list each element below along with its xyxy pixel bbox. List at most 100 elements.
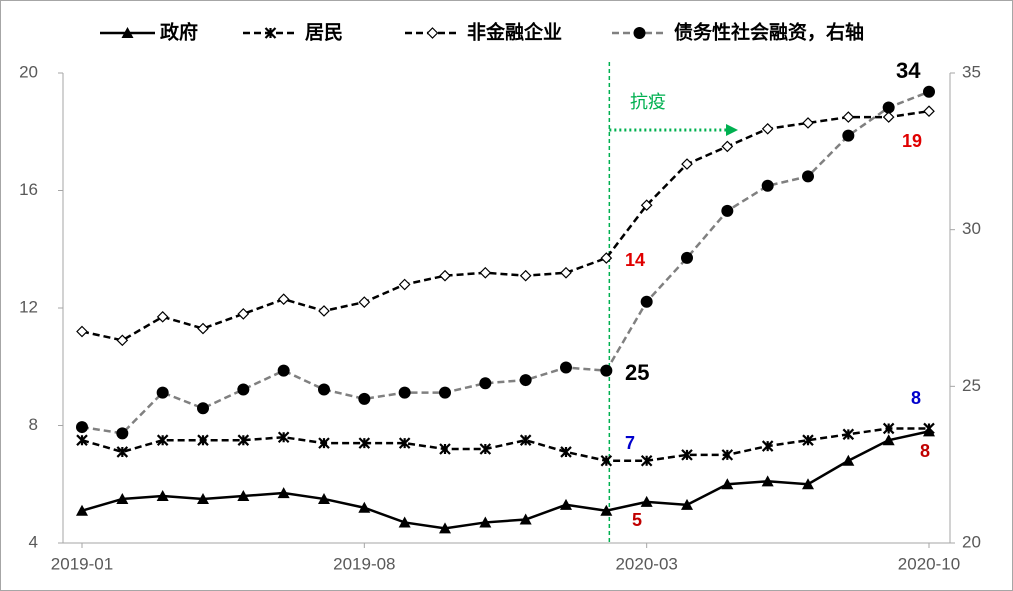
point: [721, 449, 734, 461]
point: [600, 504, 613, 516]
point: [560, 498, 572, 510]
point: [277, 431, 290, 444]
point: [842, 454, 855, 466]
point: [761, 122, 774, 135]
point: [600, 364, 613, 377]
point: [882, 101, 895, 114]
point: [76, 504, 88, 516]
point: [398, 386, 411, 399]
point: [479, 377, 492, 390]
series-line: [81, 109, 930, 342]
annotation: 34: [896, 58, 921, 83]
point: [842, 111, 855, 123]
x-tick-label: 2019-01: [51, 554, 113, 573]
x-tick-label: 2020-10: [898, 554, 960, 573]
point: [923, 85, 935, 98]
point: [519, 374, 532, 387]
point: [600, 252, 613, 264]
point: [519, 269, 532, 282]
point: [116, 492, 129, 504]
point: [358, 501, 371, 513]
point: [197, 322, 209, 335]
legend-label: 居民: [305, 22, 343, 44]
point: [264, 27, 277, 39]
annotation: 7: [625, 433, 635, 453]
y2-tick-label: 20: [962, 532, 981, 551]
point: [479, 516, 492, 528]
annotation: 5: [632, 510, 642, 530]
point: [237, 490, 250, 501]
annotation: 8: [920, 441, 930, 461]
point: [640, 295, 653, 308]
point: [882, 422, 895, 435]
annotation: 25: [625, 360, 649, 385]
point: [721, 204, 734, 217]
point: [633, 27, 646, 39]
point: [519, 513, 532, 525]
point: [318, 437, 330, 449]
point: [156, 490, 169, 501]
legend-label: 政府: [160, 21, 198, 44]
y2-tick-label: 30: [962, 219, 981, 238]
point: [439, 386, 451, 399]
point: [560, 361, 572, 374]
y-tick-label: 4: [29, 532, 38, 551]
point: [681, 251, 693, 264]
y2-tick-label: 35: [962, 62, 981, 81]
point: [358, 392, 371, 405]
point: [923, 422, 935, 435]
event-arrow-head: [726, 124, 738, 136]
point: [560, 446, 572, 458]
point: [761, 179, 774, 192]
point: [197, 434, 209, 446]
point: [76, 421, 88, 434]
point: [479, 266, 492, 279]
point: [439, 443, 451, 455]
point: [358, 296, 371, 308]
point: [439, 522, 451, 534]
y-tick-label: 8: [29, 415, 38, 434]
y-tick-label: 16: [19, 180, 38, 199]
x-tick-label: 2019-08: [333, 554, 395, 573]
legend-label: 非金融企业: [467, 21, 562, 44]
point: [802, 170, 814, 183]
y-tick-label: 12: [19, 297, 38, 316]
point: [560, 266, 572, 279]
point: [121, 27, 134, 38]
y-tick-label: 20: [19, 62, 38, 81]
point: [600, 454, 613, 467]
point: [398, 278, 411, 291]
point: [237, 434, 250, 446]
point: [398, 516, 411, 528]
point: [318, 305, 330, 317]
point: [197, 492, 209, 504]
point: [519, 434, 532, 446]
x-tick-label: 2020-03: [615, 554, 677, 573]
point: [842, 428, 855, 441]
point: [439, 269, 451, 282]
legend-label: 债务性社会融资，右轴: [674, 21, 864, 44]
point: [882, 111, 895, 123]
point: [681, 498, 693, 510]
point: [923, 105, 935, 118]
point: [761, 440, 774, 452]
point: [802, 478, 814, 490]
point: [358, 437, 371, 449]
point: [237, 308, 250, 320]
point: [156, 386, 169, 399]
point: [640, 199, 653, 212]
point: [681, 449, 693, 461]
point: [116, 334, 129, 347]
point: [479, 443, 492, 455]
point: [237, 383, 250, 396]
point: [640, 495, 653, 507]
point: [277, 364, 290, 377]
y2-tick-label: 25: [962, 376, 981, 395]
point: [721, 478, 734, 490]
point: [721, 140, 734, 153]
point: [842, 129, 855, 142]
point: [116, 446, 129, 458]
point: [882, 434, 895, 446]
point: [318, 383, 330, 396]
